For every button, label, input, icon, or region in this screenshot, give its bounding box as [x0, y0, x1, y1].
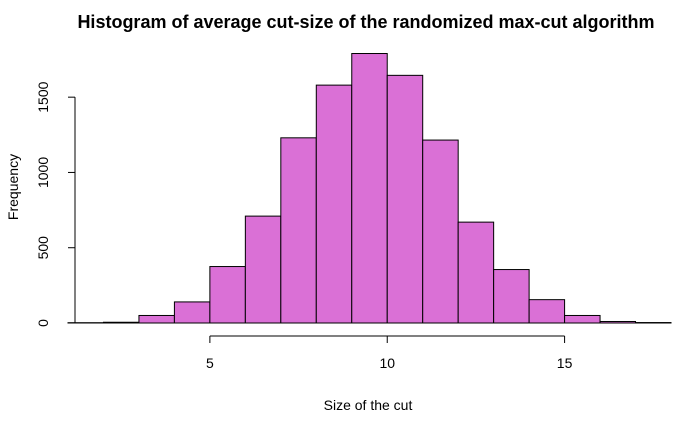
histogram-bar: [352, 54, 387, 323]
bars-group: [68, 54, 671, 323]
histogram-bar: [387, 75, 422, 323]
histogram-bar: [245, 216, 280, 323]
histogram-bar: [316, 85, 351, 323]
histogram-bar: [139, 315, 174, 323]
x-tick-label: 15: [557, 355, 573, 371]
histogram-bar: [458, 222, 493, 323]
y-tick-label: 500: [35, 236, 51, 260]
y-tick-label: 0: [35, 319, 51, 327]
y-tick-label: 1500: [35, 81, 51, 112]
histogram-bar: [494, 270, 529, 323]
x-tick-label: 5: [206, 355, 214, 371]
x-axis: 5 10 15: [206, 336, 573, 371]
histogram-bar: [103, 322, 138, 323]
chart-title: Histogram of average cut-size of the ran…: [77, 12, 654, 32]
histogram-bar: [281, 138, 316, 323]
histogram-bar: [174, 302, 209, 323]
x-tick-label: 10: [379, 355, 395, 371]
histogram-bar: [529, 300, 564, 323]
histogram-bar: [210, 267, 245, 323]
y-tick-label: 1000: [35, 157, 51, 188]
histogram-bar: [565, 315, 600, 323]
x-axis-label: Size of the cut: [324, 397, 413, 413]
y-axis: 0 500 1000 1500: [35, 81, 75, 327]
histogram-bar: [600, 321, 635, 323]
histogram-bar: [423, 140, 458, 323]
y-axis-label: Frequency: [5, 154, 21, 220]
